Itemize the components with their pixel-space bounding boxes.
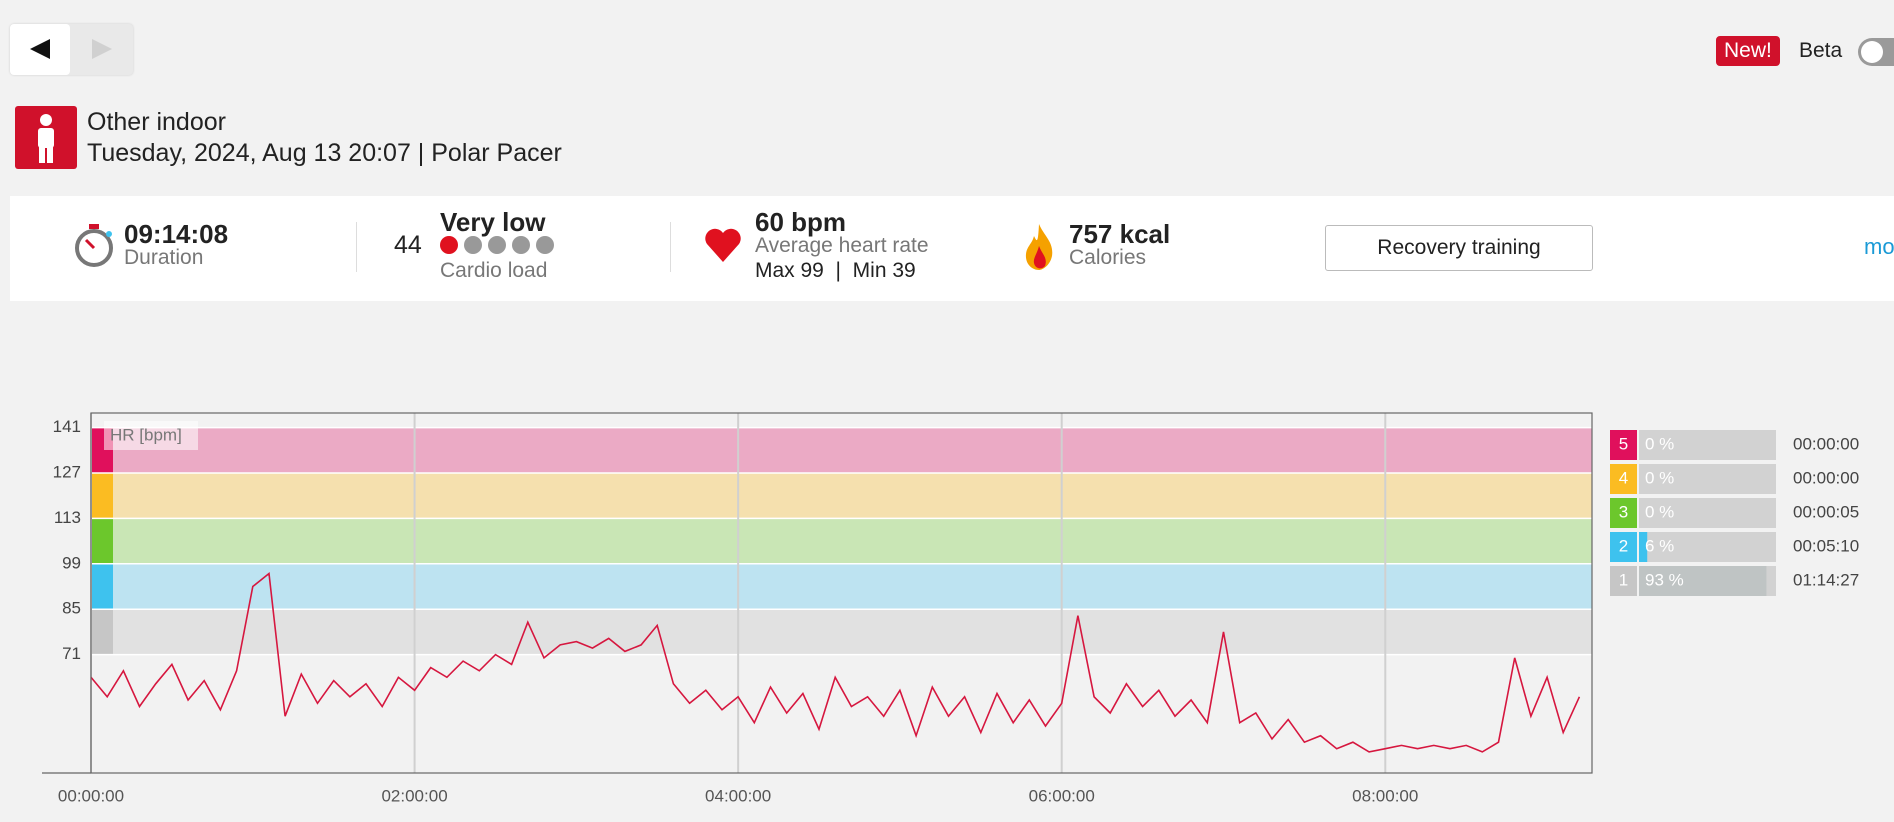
sport-name: Other indoor [87, 108, 226, 136]
zone-bar-bg [1639, 430, 1776, 460]
y-axis-label: HR [bpm] [110, 425, 182, 444]
activity-details: Tuesday, 2024, Aug 13 20:07 | Polar Pace… [87, 139, 562, 167]
duration-label: Duration [124, 246, 204, 269]
stopwatch-icon [75, 224, 113, 267]
flame-icon [1025, 224, 1053, 270]
x-tick-label: 02:00:00 [381, 786, 447, 805]
x-tick-label: 00:00:00 [58, 786, 124, 805]
zone-percent: 0 % [1645, 468, 1674, 487]
hr-line [90, 571, 1581, 753]
zone-number: 3 [1619, 502, 1628, 521]
zone-band [91, 473, 1592, 519]
avg-hr-label: Average heart rate [755, 234, 929, 257]
zone-number-box [1610, 532, 1637, 562]
heart-icon [705, 228, 741, 262]
y-tick-label: 113 [54, 508, 81, 527]
zone-bar-bg [1639, 498, 1776, 528]
forward-button[interactable] [70, 24, 133, 80]
y-tick-label: 127 [53, 462, 81, 481]
y-tick-label: 99 [62, 553, 81, 572]
zone-strip [91, 609, 113, 655]
zone-number: 4 [1619, 468, 1628, 487]
x-tick-label: 08:00:00 [1352, 786, 1418, 805]
zone-number: 5 [1619, 434, 1628, 453]
plot-border [90, 412, 1593, 774]
zone-strip [91, 473, 113, 519]
zone-band [91, 609, 1592, 655]
zone-percent: 6 % [1645, 536, 1674, 555]
more-link[interactable]: mo [1864, 234, 1894, 259]
y-tick-label: 71 [62, 644, 81, 663]
zone-number: 2 [1619, 536, 1628, 555]
cardio-load-value: 44 [394, 231, 422, 259]
zone-number: 1 [1619, 570, 1628, 589]
nav-buttons [10, 24, 133, 75]
zone-time: 00:00:00 [1793, 468, 1859, 487]
cardio-label: Cardio load [440, 259, 548, 282]
zone-band [91, 427, 1592, 473]
calories-value: 757 kcal [1069, 219, 1171, 249]
calories-label: Calories [1069, 246, 1147, 269]
avg-hr-value: 60 bpm [755, 207, 847, 237]
beta-toggle[interactable] [1858, 38, 1894, 66]
zone-strip [91, 518, 113, 564]
zone-band [91, 518, 1592, 564]
zone-number-box [1610, 498, 1637, 528]
x-tick-label: 04:00:00 [705, 786, 771, 805]
y-tick-label: 85 [62, 599, 81, 618]
cardio-dots [440, 236, 554, 254]
zone-strip [91, 563, 113, 610]
zone-time: 01:14:27 [1793, 570, 1859, 589]
hr-range: Max 99 | Min 39 [755, 259, 916, 282]
zone-number-box [1610, 430, 1637, 460]
zone-percent: 0 % [1645, 502, 1674, 521]
divider [670, 222, 671, 272]
zone-time: 00:00:00 [1793, 434, 1859, 453]
y-label-bg [104, 421, 198, 450]
duration-value: 09:14:08 [124, 219, 229, 249]
zone-percent: 0 % [1645, 434, 1674, 453]
back-button[interactable] [10, 24, 70, 75]
zone-bar-bg [1639, 532, 1776, 562]
sport-icon [15, 106, 77, 169]
zone-time: 00:05:10 [1793, 536, 1859, 555]
zone-percent: 93 % [1645, 570, 1684, 589]
zone-time: 00:00:05 [1793, 502, 1859, 521]
zone-band [91, 563, 1592, 610]
zone-bar-bg [1639, 464, 1776, 494]
new-badge: New! [1716, 36, 1780, 66]
training-benefit-button[interactable]: Recovery training [1325, 225, 1593, 271]
y-tick-label: 141 [53, 417, 81, 436]
x-tick-label: 06:00:00 [1029, 786, 1095, 805]
beta-label: Beta [1799, 39, 1843, 62]
cardio-status: Very low [440, 207, 546, 237]
zone-number-box [1610, 566, 1637, 596]
zone-bar [1639, 566, 1767, 596]
zone-number-box [1610, 464, 1637, 494]
zone-bar [1639, 532, 1648, 562]
divider [356, 222, 357, 272]
